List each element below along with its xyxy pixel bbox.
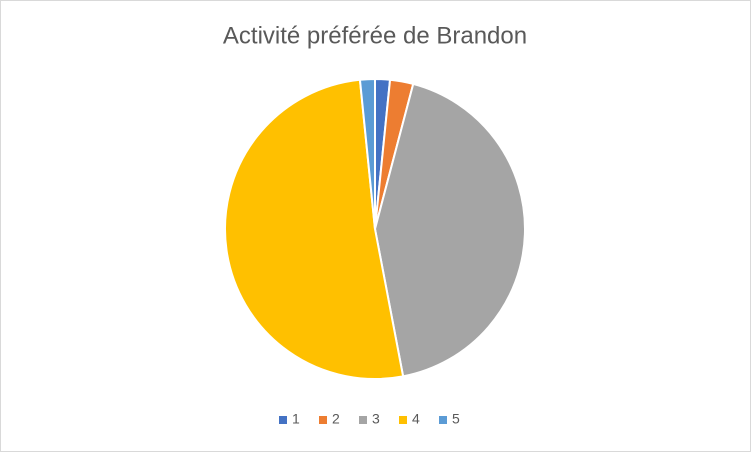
chart-title: Activité préférée de Brandon xyxy=(223,22,527,49)
pie-slice xyxy=(373,82,526,378)
legend-swatch xyxy=(319,416,327,424)
legend-label: 3 xyxy=(372,411,380,427)
legend-label: 4 xyxy=(412,411,420,427)
legend-label: 1 xyxy=(292,411,300,427)
pie-slice xyxy=(224,78,405,380)
legend-label: 5 xyxy=(452,411,460,427)
legend-swatch xyxy=(279,416,287,424)
legend-label: 2 xyxy=(332,411,340,427)
legend-swatch xyxy=(439,416,447,424)
legend-swatch xyxy=(399,416,407,424)
legend-swatch xyxy=(359,416,367,424)
pie-slice xyxy=(358,77,376,230)
